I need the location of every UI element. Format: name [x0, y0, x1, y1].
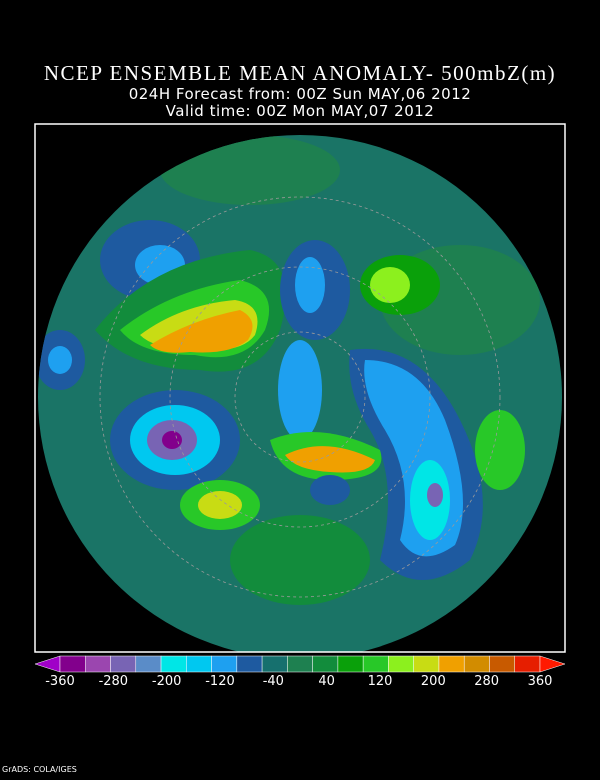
colorbar-label: 120 [368, 674, 393, 689]
latitude-circles [99, 196, 501, 598]
colorbar-box [388, 655, 414, 673]
anomaly-field [38, 135, 540, 605]
colorbar-box [160, 655, 187, 673]
colorbar-label: 360 [528, 674, 553, 689]
colorbar-label: -200 [152, 674, 182, 689]
colorbar-box [337, 655, 364, 673]
title: NCEP ENSEMBLE MEAN ANOMALY- 500mbZ(m) [44, 61, 556, 85]
anomaly-area [230, 515, 370, 605]
colorbar-box [110, 655, 137, 673]
colorbar-box [135, 655, 162, 673]
anomaly-area [285, 446, 375, 473]
colorbar-box [85, 655, 111, 673]
anomaly-area [475, 410, 525, 490]
forecast-time: 024H Forecast from: 00Z Sun MAY,06 2012 [129, 85, 472, 103]
colorbar-label: 200 [421, 674, 446, 689]
latitude-circle [99, 196, 501, 598]
anomaly-area [162, 431, 182, 449]
colorbar-box [438, 655, 465, 673]
colorbar-box [186, 655, 212, 673]
colorbar-end [539, 655, 566, 673]
valid-time: Valid time: 00Z Mon MAY,07 2012 [166, 102, 435, 120]
latitude-circle [169, 266, 431, 528]
map [38, 135, 562, 652]
colorbar: -360 -280 -200 -120 -40 40 120 200 280 360 [34, 655, 566, 689]
credit: GrADS: COLA/IGES [2, 765, 77, 774]
anomaly-area [48, 346, 72, 374]
colorbar-box [413, 655, 440, 673]
colorbar-box [312, 655, 339, 673]
colorbar-box [463, 655, 490, 673]
colorbar-end [34, 655, 61, 673]
colorbar-box [261, 655, 288, 673]
colorbar-box [211, 655, 238, 673]
anomaly-area [278, 340, 322, 440]
anomaly-area [370, 267, 410, 303]
anomaly-area [160, 135, 340, 205]
colorbar-label: -280 [99, 674, 129, 689]
map-frame [34, 123, 566, 653]
colorbar-box [489, 655, 515, 673]
colorbar-label: -40 [263, 674, 284, 689]
colorbar-box [514, 655, 541, 673]
colorbar-label: -120 [205, 674, 235, 689]
colorbar-box [59, 655, 86, 673]
colorbar-box [287, 655, 313, 673]
latitude-circle [234, 331, 366, 463]
colorbar-label: 280 [474, 674, 499, 689]
anomaly-area [310, 475, 350, 505]
anomaly-area [198, 491, 242, 519]
colorbar-label: -360 [45, 674, 75, 689]
anomaly-area [295, 257, 325, 313]
anomaly-area [150, 310, 253, 353]
colorbar-box [362, 655, 389, 673]
anomaly-area [427, 483, 443, 507]
colorbar-label: 40 [318, 674, 335, 689]
colorbar-box [236, 655, 263, 673]
